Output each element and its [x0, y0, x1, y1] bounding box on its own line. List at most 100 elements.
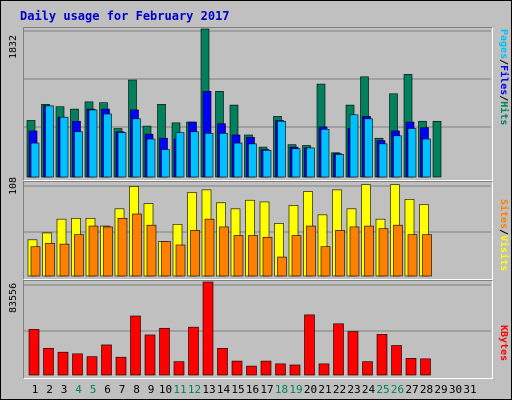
kbytes-bar-6: [101, 344, 112, 376]
pages-bar-26: [393, 135, 402, 178]
legend-top-part-0: Pages: [498, 29, 509, 60]
day-label-20: 20: [303, 383, 318, 396]
day-label-2: 2: [46, 383, 53, 396]
day-label-21: 21: [318, 383, 332, 396]
kbytes-bar-2: [43, 347, 54, 376]
kbytes-bar-15: [231, 360, 243, 376]
visits-ymax-label: 108: [8, 176, 19, 195]
day-label-1: 1: [31, 383, 39, 396]
hits-bar-29: [432, 120, 442, 178]
sites-bar-11: [175, 244, 186, 277]
pages-bar-25: [378, 143, 388, 178]
pages-bar-9: [146, 138, 156, 178]
kbytes-bar-8: [130, 315, 141, 376]
sites-bar-27: [407, 234, 418, 277]
sites-bar-14: [219, 226, 229, 277]
kbytes-bar-13: [202, 281, 214, 376]
pages-bar-16: [248, 143, 257, 178]
pages-bar-14: [219, 133, 228, 178]
sites-bar-13: [204, 218, 215, 277]
pages-bar-6: [103, 113, 112, 178]
day-label-30: 30: [448, 383, 463, 396]
day-label-22: 22: [332, 383, 347, 396]
kbytes-bar-16: [246, 365, 257, 376]
legend-middle-part-0: Sites: [498, 199, 509, 230]
pages-bar-11: [175, 132, 185, 178]
sites-bar-1: [30, 246, 41, 277]
day-label-15: 15: [231, 383, 245, 396]
pages-bar-4: [74, 131, 83, 178]
day-label-23: 23: [347, 383, 361, 396]
pages-bar-21: [320, 129, 330, 178]
day-label-14: 14: [216, 383, 231, 396]
day-label-10: 10: [158, 383, 173, 396]
kbytes-bar-20: [304, 314, 315, 376]
pages-bar-8: [132, 118, 141, 178]
legend-top-part-2: Files: [498, 65, 509, 96]
legend-bottom-part-0: KBytes: [498, 325, 509, 362]
kbytes-bar-17: [260, 360, 272, 376]
day-label-29: 29: [434, 383, 448, 396]
pages-bar-1: [30, 142, 40, 178]
sites-bar-24: [364, 225, 374, 277]
kbytes-bar-7: [115, 356, 127, 376]
kbytes-bar-24: [362, 361, 373, 376]
day-label-16: 16: [245, 383, 260, 396]
day-label-24: 24: [361, 383, 376, 396]
pages-bar-12: [190, 131, 199, 178]
sites-bar-3: [59, 243, 70, 277]
legend-kbytes: KBytes: [498, 325, 509, 361]
sites-bar-2: [45, 242, 55, 277]
day-label-28: 28: [419, 383, 434, 396]
legend-top-part-4: Hits: [498, 101, 509, 126]
kbytes-bar-14: [217, 347, 228, 376]
kbytes-bar-25: [376, 334, 388, 376]
kbytes-bar-21: [318, 363, 330, 376]
day-label-8: 8: [133, 383, 140, 396]
sites-bar-28: [422, 234, 432, 277]
day-label-19: 19: [289, 383, 303, 396]
legend-middle-part-2: Visits: [498, 235, 509, 272]
pages-bar-22: [335, 154, 344, 178]
kbytes-bar-27: [405, 358, 417, 376]
day-label-18: 18: [274, 383, 289, 396]
day-label-11: 11: [173, 383, 187, 396]
day-label-4: 4: [75, 383, 82, 396]
day-label-31: 31: [463, 383, 477, 396]
pages-bar-27: [407, 128, 417, 178]
day-label-12: 12: [187, 383, 202, 396]
day-label-25: 25: [376, 383, 390, 396]
pages-bar-5: [88, 109, 98, 178]
day-label-27: 27: [405, 383, 419, 396]
chart-title: Daily usage for February 2017: [20, 9, 230, 23]
pages-bar-18: [277, 120, 286, 178]
sites-bar-22: [335, 230, 345, 277]
day-label-9: 9: [147, 383, 155, 396]
hits-ymax-label: 1832: [8, 34, 19, 59]
sites-bar-15: [233, 235, 244, 277]
sites-bar-21: [320, 246, 331, 277]
pages-bar-13: [204, 133, 214, 178]
day-label-5: 5: [89, 383, 97, 396]
sites-bar-9: [146, 224, 157, 277]
kbytes-ymax-label: 83556: [8, 282, 19, 313]
sites-bar-26: [393, 224, 403, 277]
sites-bar-19: [291, 235, 302, 277]
kbytes-bar-26: [391, 345, 402, 376]
sites-bar-12: [190, 230, 200, 277]
kbytes-bar-11: [173, 361, 185, 376]
pages-bar-7: [117, 132, 127, 178]
pages-bar-10: [161, 149, 170, 178]
day-label-3: 3: [60, 383, 68, 396]
sites-bar-5: [88, 225, 99, 277]
kbytes-bar-18: [275, 363, 286, 376]
sites-bar-20: [306, 225, 316, 277]
sites-bar-6: [103, 226, 113, 277]
pages-bar-20: [306, 147, 315, 178]
pages-bar-2: [45, 105, 54, 178]
legend-pages-files-hits: Pages/Files/Hits: [498, 29, 509, 125]
kbytes-bar-12: [188, 326, 199, 376]
day-label-6: 6: [104, 383, 111, 396]
sites-bar-23: [349, 226, 360, 277]
